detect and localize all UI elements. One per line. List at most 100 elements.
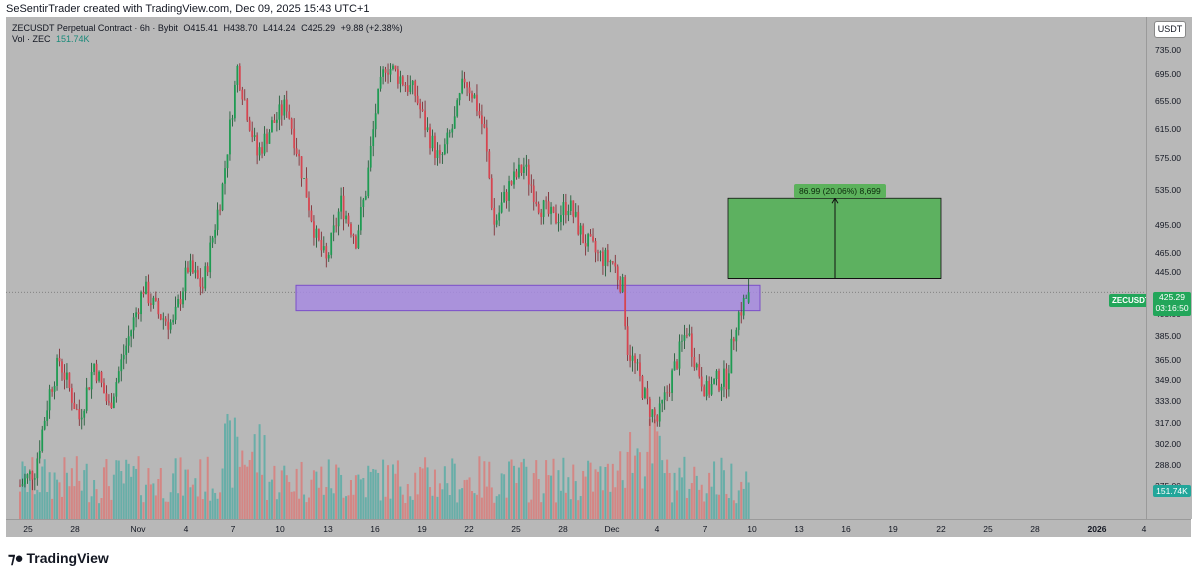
volume-bar [142,502,145,519]
volume-bar [340,474,343,519]
volume-bar [157,478,160,519]
volume-bar [406,484,409,519]
candle-body [347,215,350,224]
volume-bar [532,473,535,519]
volume-bar [65,472,68,519]
candle-body [532,185,535,202]
price-tick-label: 385.00 [1155,331,1181,342]
candle-body [150,303,152,305]
volume-bar [90,496,93,519]
volume-bar [51,498,54,519]
candle-body [308,197,310,211]
time-tick-label: 10 [747,524,757,534]
candle-body [745,297,748,299]
volume-bar [261,474,264,519]
candle-body [505,191,508,201]
candle-body [522,166,525,173]
candle-body [330,232,333,255]
time-axis[interactable] [6,519,1191,538]
candle-body [317,228,320,240]
candle-body [718,370,720,391]
volume-bar [377,472,380,519]
candle-body [414,80,417,96]
candle-body [619,279,622,292]
volume-bar [307,497,310,519]
candle-body [162,318,165,320]
candle-body [690,333,693,357]
candle-body [392,65,394,70]
candle-body [616,266,619,280]
volume-bar [372,468,375,519]
candle-body [515,171,518,178]
volume-bars [19,413,750,519]
candle-body [713,379,715,384]
volume-bar [75,456,78,519]
candle-body [196,270,199,279]
volume-bar [251,451,254,519]
volume-legend: Vol · ZEC 151.74K [12,34,93,44]
tradingview-logo: ⁊● TradingView [8,549,109,567]
currency-button[interactable]: USDT [1154,21,1186,38]
price-axis[interactable] [1146,17,1192,519]
volume-bar [441,489,444,519]
volume-bar [567,477,570,519]
candlestick-chart[interactable] [6,17,1146,519]
volume-bar [298,498,301,519]
volume-bar [545,460,548,519]
volume-bar [713,461,716,519]
candle-body [46,410,49,421]
candle-body [602,251,604,266]
volume-bar [498,494,501,519]
candle-body [639,362,641,377]
candle-body [498,212,501,221]
candle-body [644,388,646,399]
volume-bar [468,477,471,519]
candle-body [461,78,464,94]
volume-bar [236,436,239,519]
candle-body [352,234,355,237]
volume-bar [547,475,550,519]
candle-body [557,222,560,224]
candle-body [387,72,389,75]
volume-bar [683,456,686,519]
volume-bar [480,497,483,519]
volume-bar [631,472,634,519]
candle-body [468,87,471,94]
candle-body [68,372,71,388]
candle-body [51,389,54,392]
candle-body [419,103,422,110]
chart-area[interactable]: ZECUSDT Perpetual Contract · 6h · Bybit … [6,17,1192,538]
volume-bar [404,503,407,519]
candle-body [671,370,673,393]
volume-bar [125,459,128,519]
volume-bar [219,492,222,519]
volume-bar [648,418,651,519]
volume-bar [354,475,357,519]
candle-body [483,124,486,128]
candle-body [21,484,24,486]
candle-body [278,104,281,120]
volume-bar [100,498,103,519]
volume-bar [186,469,189,519]
candle-body [167,321,170,330]
volume-bar [391,464,394,519]
candle-body [742,298,745,316]
candle-body [656,415,659,422]
candle-body [211,237,214,243]
volume-bar [120,471,123,519]
measure-label: 86.99 (20.06%) 8,699 [794,184,886,198]
volume-bar [48,472,51,519]
volume-bar [715,494,718,519]
candle-body [727,373,730,390]
candle-body [290,118,293,129]
candle-body [112,396,115,408]
price-pane[interactable]: ZECUSDT Perpetual Contract · 6h · Bybit … [6,17,1146,519]
price-tick-label: 302.00 [1155,439,1181,450]
candle-body [31,471,34,480]
candle-body [187,267,189,273]
candle-body [320,239,323,251]
candle-body [579,225,582,235]
price-tick-label: 333.00 [1155,395,1181,406]
candle-body [439,150,441,155]
candle-body [740,312,743,316]
